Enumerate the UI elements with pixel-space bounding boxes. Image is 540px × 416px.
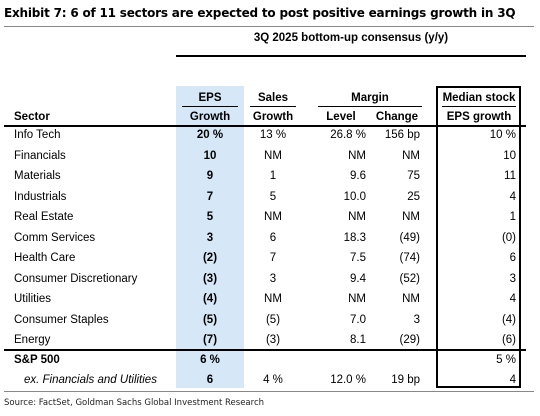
header-sales-bottom: Growth: [252, 111, 294, 123]
median-cell: 11: [504, 170, 516, 182]
sector-cell: Real Estate: [14, 211, 74, 223]
margin-level-cell: NM: [348, 211, 366, 223]
median-cell: 4: [509, 190, 516, 203]
margin-change-cell: (74): [399, 252, 420, 264]
eps-cell: (3): [202, 272, 218, 285]
eps-cell: 9: [206, 170, 214, 182]
margin-level-cell: 18.3: [343, 231, 366, 244]
header-median-top: Median stock: [442, 92, 516, 104]
exhibit-title: Exhibit 7: 6 of 11 sectors are expected …: [4, 6, 516, 20]
header-level: Level: [326, 111, 356, 123]
margin-change-cell: (29): [399, 334, 420, 346]
margin-level-cell: 12.0 %: [330, 374, 366, 386]
margin-change-cell: NM: [402, 211, 420, 223]
group-title: 3Q 2025 bottom-up consensus (y/y): [253, 32, 449, 44]
sector-cell: Comm Services: [14, 231, 96, 244]
sales-header-rule: [250, 106, 296, 107]
source-divider: [4, 391, 534, 392]
source-note: Source: FactSet, Goldman Sachs Global In…: [4, 398, 265, 408]
eps-cell: 3: [206, 231, 214, 244]
eps-cell: 6: [206, 374, 214, 386]
totals-top-rule: [4, 349, 526, 351]
sector-cell: Materials: [14, 170, 61, 182]
sales-cell: 5: [269, 190, 277, 203]
eps-cell: 7: [206, 190, 214, 203]
eps-cell: 10: [203, 149, 217, 162]
eps-cell: (5): [202, 313, 218, 326]
sales-cell: 3: [269, 272, 277, 285]
sector-cell: Consumer Staples: [14, 313, 109, 326]
margin-level-cell: 26.8 %: [330, 129, 366, 141]
eps-cell: (2): [202, 252, 218, 264]
margin-header-rule: [318, 106, 422, 107]
margin-level-cell: 8.1: [350, 334, 366, 346]
sales-cell: 7: [269, 252, 277, 264]
sector-cell: Financials: [14, 149, 66, 162]
sales-cell: NM: [264, 293, 282, 305]
median-cell: 4: [509, 293, 516, 305]
margin-level-cell: 9.4: [350, 272, 366, 285]
median-header-rule: [442, 106, 516, 107]
median-box: [436, 86, 521, 388]
eps-cell: (4): [202, 293, 218, 305]
header-sales-top: Sales: [257, 92, 289, 104]
header-eps-top: EPS: [198, 92, 222, 104]
median-cell: (4): [501, 313, 516, 326]
header-median-bottom: EPS growth: [446, 111, 512, 123]
sales-cell: 1: [269, 170, 277, 182]
sales-cell: 4 %: [263, 374, 283, 386]
margin-change-cell: NM: [402, 149, 420, 162]
median-cell: 6: [509, 252, 516, 264]
sector-cell: Consumer Discretionary: [14, 272, 138, 285]
margin-change-cell: (49): [399, 231, 420, 244]
margin-change-cell: (52): [399, 272, 420, 285]
margin-change-cell: 75: [407, 170, 420, 182]
margin-level-cell: 7.0: [350, 313, 366, 326]
group-title-rule: [176, 55, 526, 57]
sector-cell: Utilities: [14, 293, 52, 305]
margin-change-cell: NM: [402, 293, 420, 305]
median-cell: 4: [509, 374, 516, 386]
title-divider: [4, 26, 534, 27]
median-cell: (0): [501, 231, 516, 244]
median-cell: 10 %: [489, 129, 516, 141]
sales-cell: NM: [264, 211, 282, 223]
median-cell: 3: [509, 272, 516, 285]
header-change: Change: [375, 111, 419, 123]
sales-cell: 13 %: [259, 129, 287, 141]
median-cell: 10: [503, 149, 516, 162]
median-cell: 1: [509, 211, 516, 223]
header-eps-bottom: Growth: [189, 111, 231, 123]
margin-change-cell: 19 bp: [391, 374, 420, 386]
sector-cell: Energy: [14, 334, 51, 346]
sector-cell: Industrials: [14, 190, 67, 203]
median-cell: (6): [501, 334, 516, 346]
margin-level-cell: 7.5: [350, 252, 366, 264]
eps-cell: 5: [206, 211, 214, 223]
sales-cell: 6: [269, 231, 277, 244]
margin-level-cell: 9.6: [350, 170, 366, 182]
eps-cell: (7): [202, 334, 218, 346]
sector-cell: Health Care: [14, 252, 76, 264]
margin-change-cell: 156 bp: [384, 129, 420, 141]
eps-cell: 20 %: [196, 129, 224, 141]
eps-header-rule: [182, 106, 238, 107]
header-margin-top: Margin: [351, 92, 389, 104]
header-sector: Sector: [14, 111, 50, 123]
sales-cell: (5): [265, 313, 281, 326]
header-bottom-rule: [4, 125, 526, 127]
margin-change-cell: 25: [407, 190, 420, 203]
margin-level-cell: NM: [348, 149, 366, 162]
sector-cell: Info Tech: [14, 129, 61, 141]
sales-cell: (3): [265, 334, 281, 346]
margin-change-cell: 3: [413, 313, 420, 326]
sector-cell: S&P 500: [14, 354, 60, 366]
margin-level-cell: NM: [348, 293, 366, 305]
eps-highlight-column: [176, 86, 244, 388]
sector-cell: ex. Financials and Utilities: [24, 374, 157, 386]
eps-cell: 6 %: [200, 354, 220, 366]
median-cell: 5 %: [496, 354, 516, 366]
margin-level-cell: 10.0: [343, 190, 366, 203]
sales-cell: NM: [264, 149, 282, 162]
